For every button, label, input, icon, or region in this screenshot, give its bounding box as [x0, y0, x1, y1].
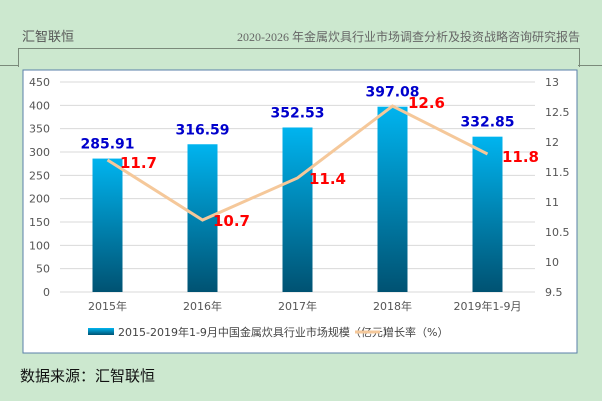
- line-data-label: 11.7: [120, 154, 157, 172]
- header-right: 2020-2026 年金属炊具行业市场调查分析及投资战略咨询研究报告: [237, 30, 580, 44]
- right-tick-label: 12.5: [545, 106, 570, 119]
- line-data-label: 10.7: [213, 212, 250, 230]
- right-tick-label: 11: [545, 196, 559, 209]
- x-tick-label: 2018年: [373, 299, 412, 313]
- header-rule: [18, 48, 580, 67]
- right-tick-label: 10.5: [545, 226, 570, 239]
- bar-data-label: 285.91: [80, 137, 134, 153]
- data-source: 数据来源：汇智联恒: [20, 367, 156, 385]
- legend: 2015-2019年1-9月中国金属炊具行业市场规模（亿元） 增长率（%）: [88, 325, 448, 339]
- legend-bar-swatch: [88, 328, 114, 335]
- legend-bar-label: 2015-2019年1-9月中国金属炊具行业市场规模（亿元）: [118, 325, 394, 339]
- line-data-label: 11.4: [309, 170, 346, 188]
- left-tick-label: 350: [29, 123, 50, 136]
- left-tick-label: 100: [29, 239, 50, 252]
- left-tick-label: 250: [29, 169, 50, 182]
- x-tick-label: 2016年: [183, 299, 222, 313]
- left-tick-label: 400: [29, 99, 50, 112]
- bar: [282, 127, 313, 293]
- right-tick-label: 10: [545, 256, 559, 269]
- bar-data-label: 352.53: [270, 105, 324, 121]
- bar-data-label: 397.08: [365, 85, 419, 101]
- bar: [187, 144, 218, 292]
- right-tick-label: 13: [545, 76, 559, 89]
- right-tick-label: 12: [545, 136, 559, 149]
- line-data-label: 12.6: [408, 94, 445, 112]
- legend-line-label: 增长率（%）: [383, 325, 448, 339]
- x-tick-label: 2015年: [88, 299, 127, 313]
- header-left: 汇智联恒: [22, 30, 75, 45]
- left-tick-label: 450: [29, 76, 50, 89]
- bar: [472, 136, 503, 292]
- bar-data-label: 316.59: [175, 122, 229, 138]
- left-tick-label: 150: [29, 216, 50, 229]
- right-tick-label: 11.5: [545, 166, 570, 179]
- bar-data-label: 332.85: [460, 115, 514, 131]
- right-tick-label: 9.5: [545, 286, 563, 299]
- bar: [92, 158, 123, 292]
- divider: [0, 65, 19, 66]
- left-tick-label: 0: [43, 286, 50, 299]
- left-tick-label: 50: [36, 263, 50, 276]
- x-tick-label: 2017年: [278, 299, 317, 313]
- x-tick-label: 2019年1-9月: [454, 299, 522, 313]
- left-tick-label: 200: [29, 193, 50, 206]
- line-data-label: 11.8: [502, 148, 539, 166]
- bar: [377, 106, 408, 292]
- divider: [578, 65, 602, 66]
- left-tick-label: 300: [29, 146, 50, 159]
